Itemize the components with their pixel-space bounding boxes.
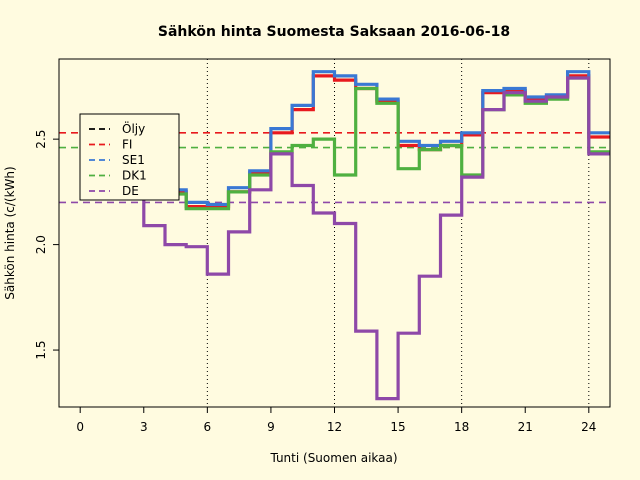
- x-tick-label: 18: [454, 420, 469, 434]
- y-tick-label: 2.5: [34, 130, 48, 149]
- y-axis: 1.5 2.0 2.5: [34, 130, 59, 360]
- x-tick-label: 0: [76, 420, 84, 434]
- y-tick-label: 2.0: [34, 235, 48, 254]
- y-axis-label: Sähkön hinta (c/(kWh): [3, 166, 17, 299]
- x-tick-label: 24: [581, 420, 596, 434]
- series-line-de: [101, 76, 610, 401]
- x-tick-label: 3: [140, 420, 148, 434]
- plot-area: [59, 59, 610, 407]
- y-tick-label: 1.5: [34, 341, 48, 360]
- legend-label-se1: SE1: [122, 153, 145, 167]
- legend-box: [79, 113, 180, 201]
- legend-label-de: DE: [122, 184, 139, 198]
- x-tick-label: 15: [390, 420, 405, 434]
- legend-label-öljy: Öljy: [122, 120, 145, 136]
- x-tick-label: 12: [327, 420, 342, 434]
- x-tick-label: 21: [518, 420, 533, 434]
- x-tick-label: 6: [204, 420, 212, 434]
- legend-label-dk1: DK1: [122, 169, 147, 183]
- x-axis: 0 3 6 9 12 15 18 21 24: [76, 407, 596, 434]
- chart-title: Sähkön hinta Suomesta Saksaan 2016-06-18: [158, 24, 510, 40]
- x-axis-label: Tunti (Suomen aikaa): [269, 451, 397, 465]
- legend-label-fi: FI: [122, 138, 132, 152]
- x-tick-label: 9: [267, 420, 275, 434]
